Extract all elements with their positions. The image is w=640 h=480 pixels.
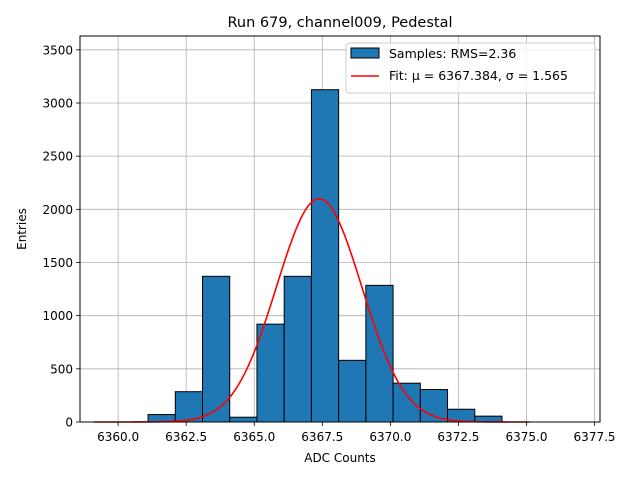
y-tick-label: 3000 bbox=[42, 96, 73, 110]
histogram-bar bbox=[229, 416, 258, 423]
x-tick-label: 6372.5 bbox=[437, 430, 479, 444]
histogram-bar bbox=[365, 284, 394, 423]
chart-title: Run 679, channel009, Pedestal bbox=[227, 15, 452, 31]
histogram-bar bbox=[392, 382, 421, 423]
histogram-bar bbox=[419, 389, 449, 423]
histogram-bar bbox=[202, 275, 231, 423]
x-tick-label: 6365.0 bbox=[233, 430, 275, 444]
y-tick-label: 0 bbox=[65, 416, 73, 430]
bar-layer bbox=[147, 89, 503, 423]
x-tick-label: 6377.5 bbox=[574, 430, 616, 444]
histogram-bar bbox=[256, 323, 285, 423]
plot-frame bbox=[79, 35, 601, 423]
y-tick-label: 3500 bbox=[42, 43, 73, 57]
y-axis-title: Entries bbox=[15, 208, 29, 250]
x-tick-label: 6370.0 bbox=[369, 430, 411, 444]
x-tick-label: 6362.5 bbox=[165, 430, 207, 444]
legend-label-samples: Samples: RMS=2.36 bbox=[389, 46, 516, 61]
y-tick-label: 1000 bbox=[42, 309, 73, 323]
legend-swatch-samples bbox=[350, 47, 380, 59]
y-tick-label: 2000 bbox=[42, 203, 73, 217]
legend: Samples: RMS=2.36 Fit: μ = 6367.384, σ =… bbox=[345, 42, 596, 94]
x-tick-label: 6360.0 bbox=[97, 430, 139, 444]
y-tick-label: 500 bbox=[50, 362, 73, 376]
histogram-bar bbox=[283, 275, 312, 423]
y-tick-label: 1500 bbox=[42, 256, 73, 270]
histogram-bar bbox=[310, 89, 340, 423]
legend-box bbox=[345, 42, 596, 94]
histogram-bar bbox=[338, 359, 367, 423]
x-tick-label: 6367.5 bbox=[301, 430, 343, 444]
x-axis-title: ADC Counts bbox=[304, 451, 376, 465]
legend-label-fit: Fit: μ = 6367.384, σ = 1.565 bbox=[389, 68, 568, 83]
tick-layer: 6360.0 6362.5 6365.0 6367.5 6370.0 6372.5 6375… bbox=[42, 43, 615, 444]
y-tick-label: 2500 bbox=[42, 150, 73, 164]
x-tick-label: 6375.0 bbox=[505, 430, 547, 444]
